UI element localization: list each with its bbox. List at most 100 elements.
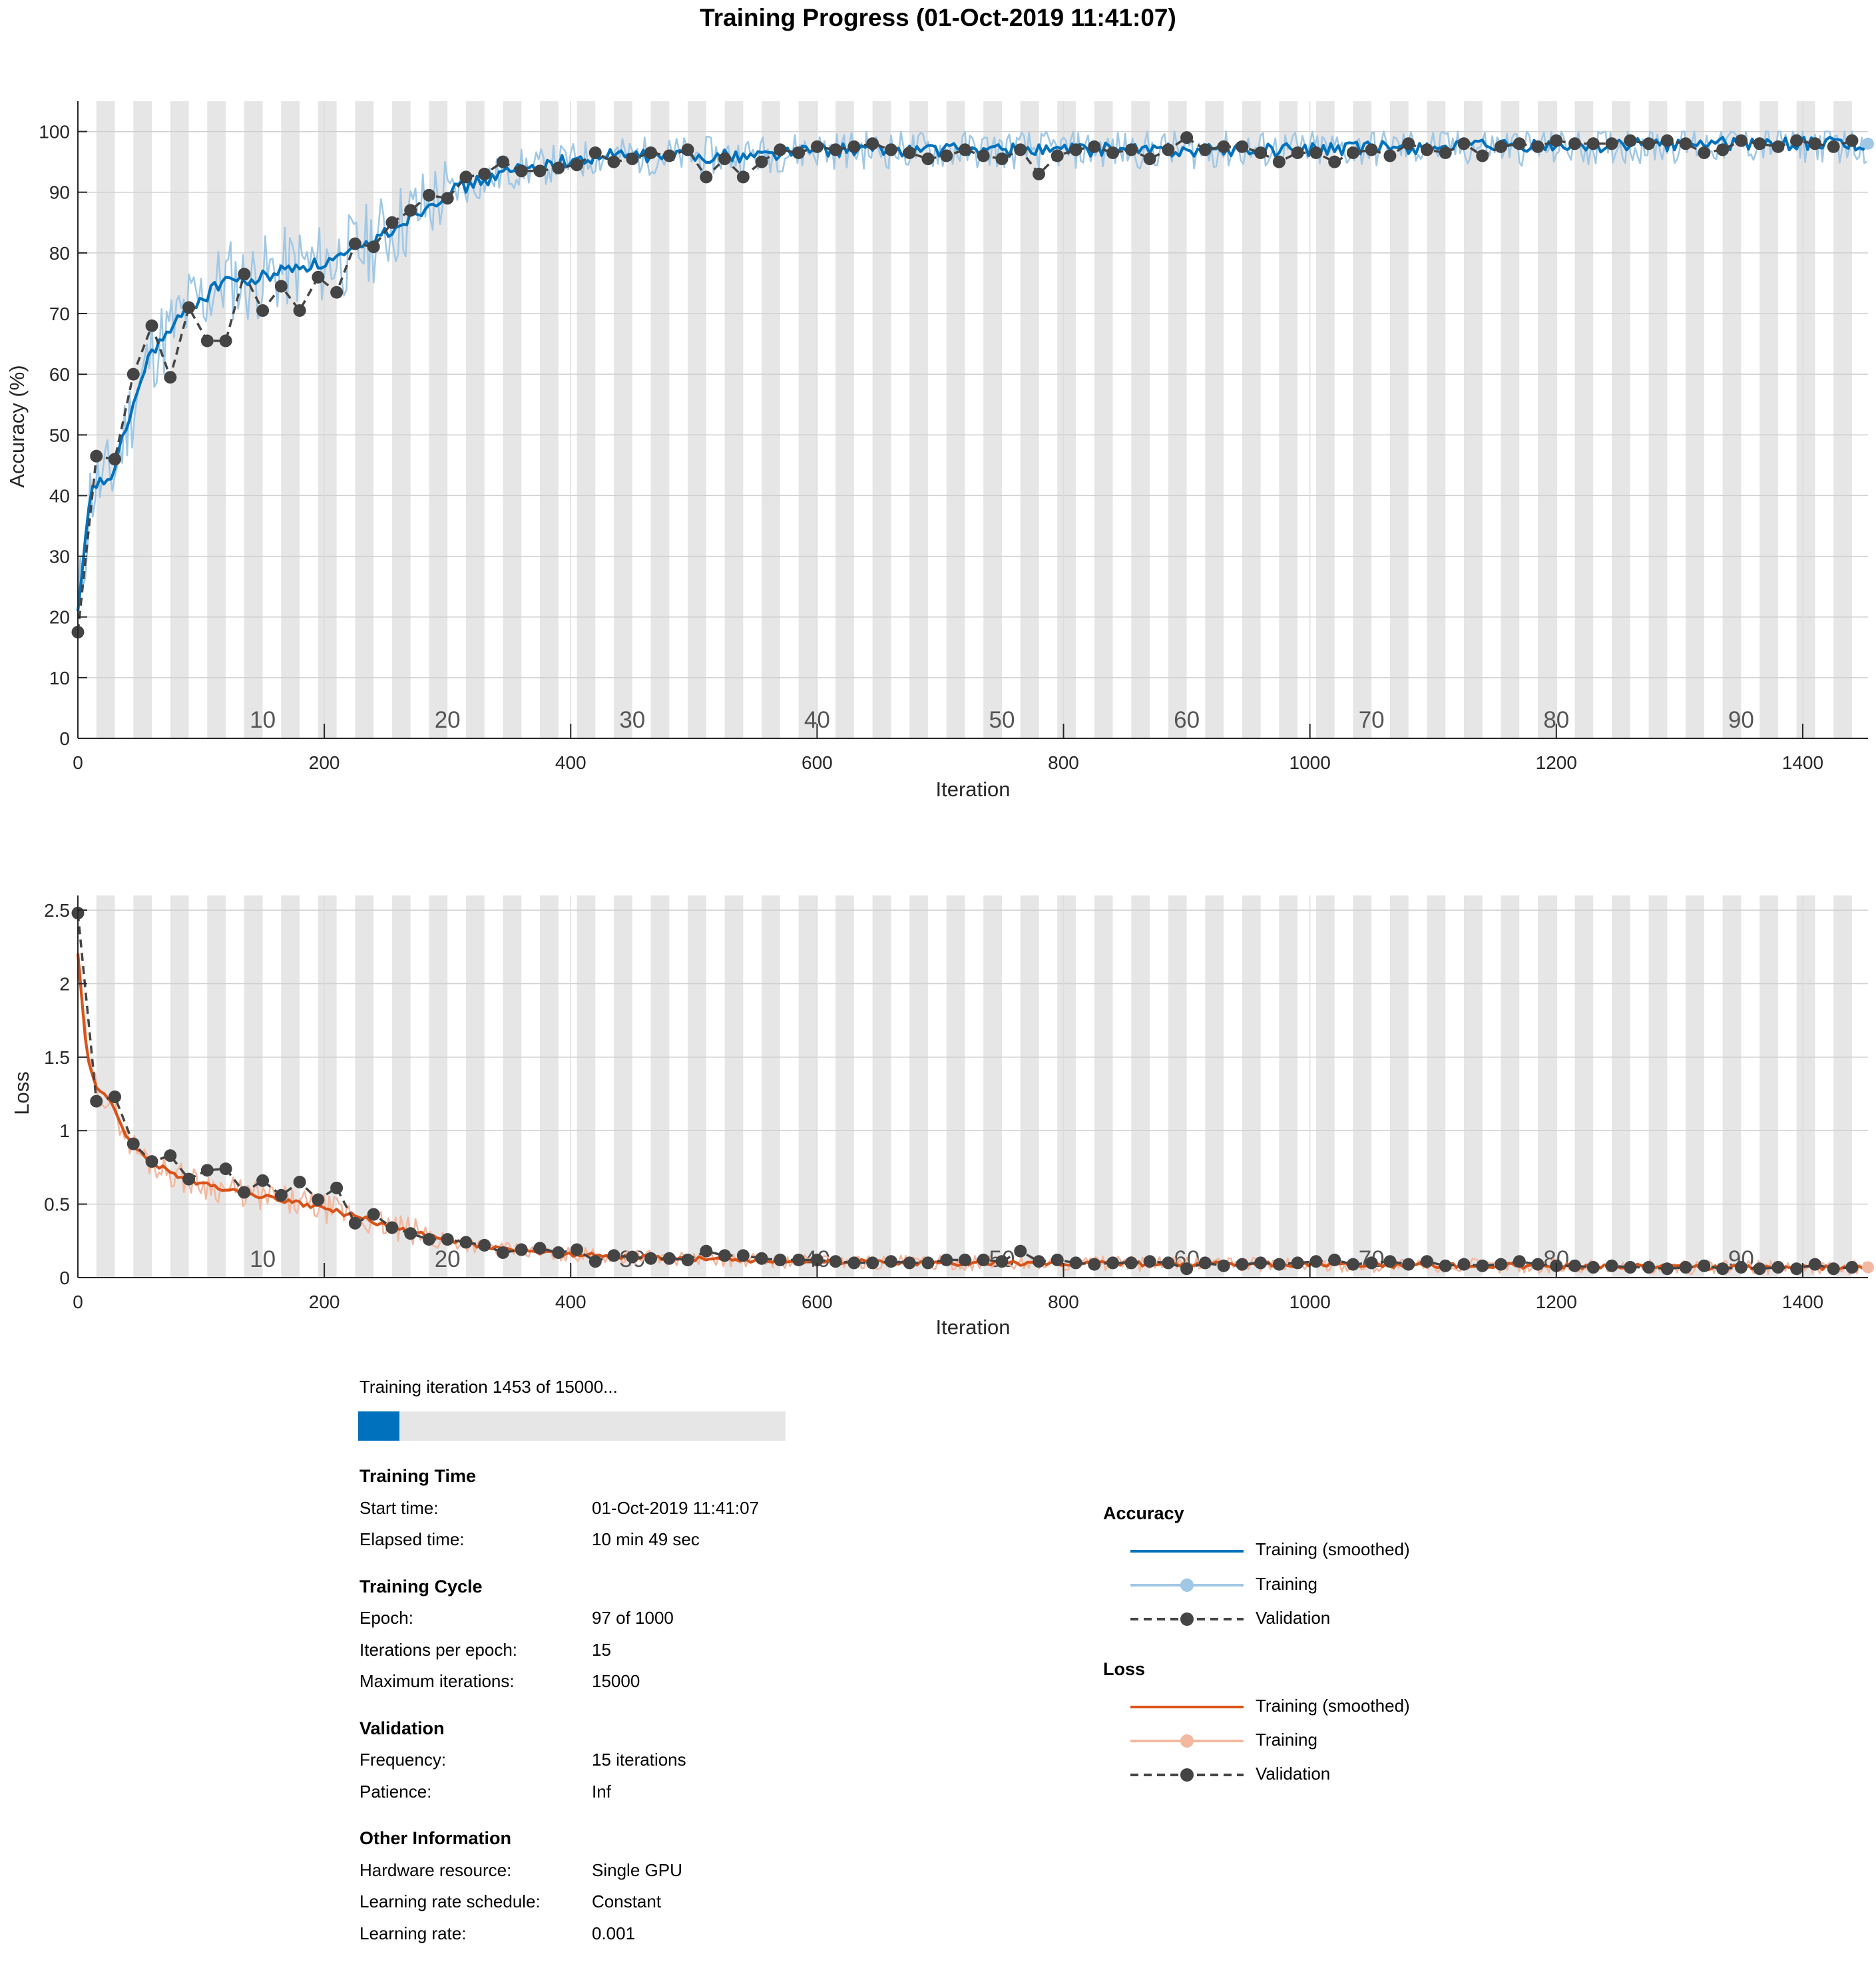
validation-point [1402,1258,1415,1271]
validation-point [367,240,380,254]
validation-point [940,149,953,162]
y-tick-label: 30 [49,547,70,567]
epoch-band [465,101,485,738]
validation-point [681,1254,694,1267]
validation-point [1143,1255,1156,1268]
info-value: Constant [592,1891,662,1911]
validation-point [1771,140,1785,153]
info-label: Elapsed time: [359,1529,465,1549]
legend-acc-training: Training [1256,1574,1317,1594]
validation-point [1346,146,1359,159]
epoch-band [577,101,596,738]
epoch-band [1242,895,1261,1278]
epoch-band [946,895,965,1278]
validation-point [1051,1254,1064,1267]
validation-point [626,152,639,166]
validation-point [700,170,713,184]
legend-marker [1180,1734,1194,1748]
epoch-band [835,895,854,1278]
validation-point [1402,137,1415,150]
y-tick-label: 50 [49,425,70,445]
epoch-label: 90 [1728,707,1754,733]
validation-point [1550,134,1563,147]
validation-point [755,155,768,168]
epoch-band [1057,895,1076,1278]
info-value: 15000 [592,1671,640,1691]
validation-point [1734,1261,1748,1274]
validation-point [1457,137,1471,150]
validation-point [662,1252,676,1265]
info-value: 10 min 49 sec [592,1529,700,1549]
validation-point [1698,1259,1711,1272]
validation-point [1624,1261,1637,1274]
validation-point [515,1243,528,1256]
epoch-band [1538,101,1556,738]
epoch-band [355,101,374,738]
info-value: Single GPU [592,1859,682,1880]
x-tick-label: 600 [802,1292,833,1312]
legend-loss-training: Training [1256,1730,1317,1750]
x-tick-label: 1000 [1290,1292,1331,1312]
validation-point [90,1095,103,1108]
validation-point [774,143,787,156]
validation-point [1605,137,1618,150]
plot-accuracy: 10 20 30 40 50 60 70 80 900102030405060708090100… [5,101,1874,801]
validation-point [293,1176,306,1188]
y-tick-label: 90 [49,182,70,203]
validation-point [1365,1256,1378,1270]
info-label: Maximum iterations: [359,1671,515,1691]
info-value: Inf [592,1781,611,1802]
progress-bar [358,1411,786,1441]
epoch-band [170,101,189,738]
validation-point [571,158,584,172]
epoch-band [1094,895,1113,1278]
validation-point [1143,152,1156,166]
info-label: Learning rate: [359,1923,467,1943]
validation-point [644,146,658,159]
y-tick-label: 20 [49,607,70,628]
validation-point [1254,1256,1268,1270]
info-heading-training-time: Training Time [359,1466,477,1486]
progress-bar-fill [358,1411,400,1441]
validation-point [1845,1261,1859,1274]
validation-point [977,149,990,162]
validation-point [903,1256,916,1270]
epoch-band [762,895,780,1278]
validation-point [256,1174,270,1187]
info-label: Patience: [359,1781,432,1802]
x-tick-label: 200 [309,1292,340,1312]
epoch-band [724,895,744,1278]
validation-point [1069,143,1082,156]
validation-point [1734,134,1748,147]
epoch-band [207,101,226,738]
validation-point [1198,143,1212,156]
epoch-band [909,101,928,738]
validation-point [1328,155,1341,168]
legend-loss-training-swatch [1130,1734,1244,1748]
epoch-band [872,895,891,1278]
epoch-band [1612,101,1630,738]
validation-point [1309,146,1323,159]
legend-acc-smoothed: Training (smoothed) [1256,1539,1410,1559]
x-axis-label: Iteration [935,1316,1010,1339]
validation-point [1753,1262,1766,1276]
epoch-band [1463,895,1483,1278]
validation-point [921,1256,935,1270]
legend-loss-smoothed: Training (smoothed) [1256,1696,1410,1716]
validation-point [1679,137,1692,150]
validation-point [552,1246,565,1259]
validation-point [681,143,694,156]
epoch-band [96,101,115,738]
training-raw-line [77,130,1867,605]
validation-point [1439,1259,1452,1272]
epoch-band [170,895,189,1278]
epoch-band [1686,101,1704,738]
info-label: Epoch: [359,1608,413,1628]
validation-point [1495,140,1508,153]
info-value: 01-Oct-2019 11:41:07 [592,1497,760,1518]
legend-loss-heading: Loss [1103,1659,1146,1679]
validation-point [238,268,251,281]
validation-point [958,1254,971,1267]
validation-point [718,152,732,166]
validation-point [422,188,435,202]
